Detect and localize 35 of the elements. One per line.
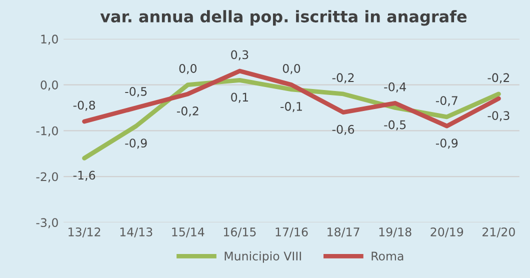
data-label: -0,1 [280, 102, 302, 112]
data-label: -0,9 [125, 138, 147, 149]
data-label: 0,3 [231, 50, 248, 60]
y-tick-label: -3,0 [36, 218, 58, 228]
x-tick-label: 18/17 [328, 227, 360, 238]
data-label: -0,8 [73, 100, 96, 111]
data-label: -0,2 [176, 106, 198, 117]
data-label: -0,2 [488, 73, 510, 84]
y-tick-label: 0,0 [40, 80, 58, 91]
x-tick-label: 19/18 [379, 227, 412, 238]
data-label: -0,7 [436, 96, 458, 106]
x-tick-label: 16/15 [224, 227, 256, 238]
x-tick-label: 13/12 [68, 227, 100, 238]
data-label: -0,5 [125, 86, 147, 98]
x-tick-label: 21/20 [482, 227, 515, 238]
y-tick-label: 1,0 [41, 34, 58, 45]
data-label: -0,5 [384, 120, 406, 130]
y-tick-label: -1,0 [36, 126, 58, 137]
x-tick-label: 17/16 [276, 227, 308, 238]
data-label: -1,6 [73, 170, 96, 181]
data-label: -0,9 [436, 138, 458, 149]
data-label: 0,1 [231, 92, 248, 103]
data-label: -0,3 [488, 111, 510, 122]
legend-label: Roma [372, 252, 404, 261]
legend-label: Municipio VIII [224, 251, 301, 263]
data-label: 0,0 [282, 64, 300, 74]
data-label: -0,2 [332, 73, 354, 84]
x-tick-label: 15/14 [172, 228, 204, 238]
x-tick-label: 14/13 [120, 227, 152, 238]
x-tick-label: 20/19 [430, 227, 464, 238]
data-label: -0,4 [384, 82, 406, 92]
y-tick-label: -2,0 [36, 172, 58, 182]
chart-title: var. annua della pop. iscritta in anagrafe [100, 10, 467, 26]
data-label: 0,0 [179, 64, 197, 74]
data-label: -0,6 [332, 124, 354, 135]
